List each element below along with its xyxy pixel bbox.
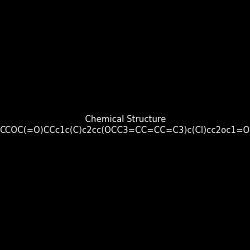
Text: Chemical Structure
CCOC(=O)CCc1c(C)c2cc(OCC3=CC=CC=C3)c(Cl)cc2oc1=O: Chemical Structure CCOC(=O)CCc1c(C)c2cc(… (0, 115, 250, 135)
